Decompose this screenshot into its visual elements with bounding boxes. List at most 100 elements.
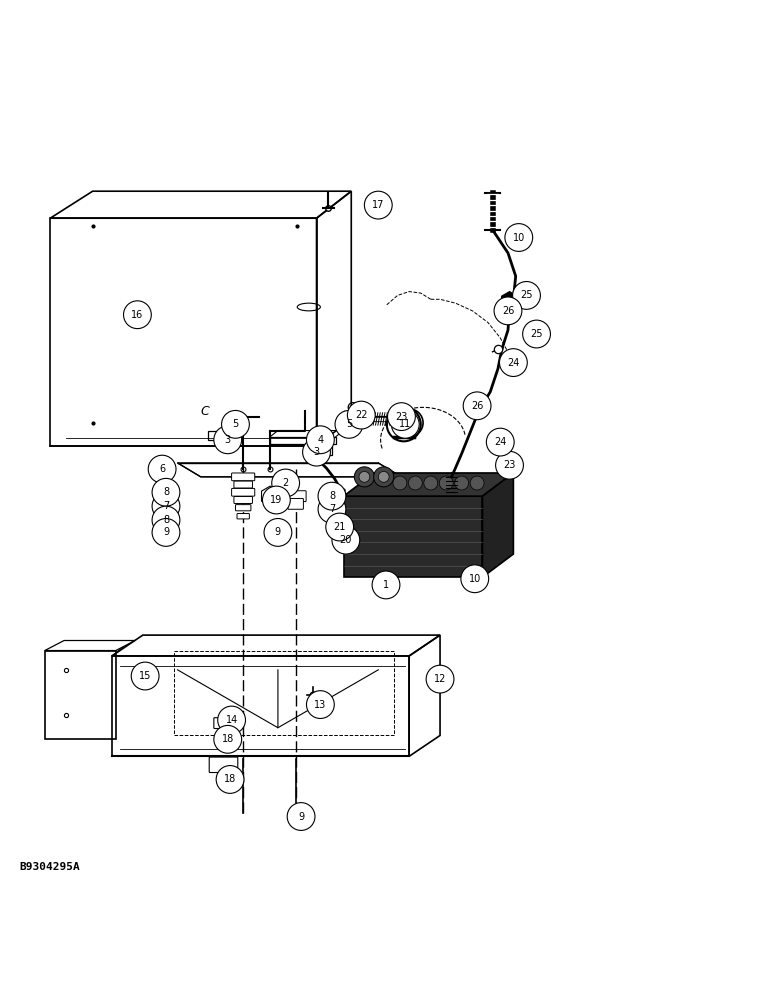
- Circle shape: [523, 320, 550, 348]
- Circle shape: [359, 471, 370, 482]
- Text: 26: 26: [471, 401, 483, 411]
- Circle shape: [403, 417, 415, 429]
- Circle shape: [372, 571, 400, 599]
- Text: 15: 15: [139, 671, 151, 681]
- Polygon shape: [344, 473, 513, 496]
- Text: 25: 25: [520, 290, 533, 300]
- Circle shape: [486, 428, 514, 456]
- Text: 16: 16: [131, 310, 144, 320]
- Text: 18: 18: [224, 774, 236, 784]
- Text: 9: 9: [275, 527, 281, 537]
- Text: 13: 13: [314, 700, 327, 710]
- Circle shape: [396, 417, 411, 432]
- Text: 14: 14: [225, 715, 238, 725]
- Circle shape: [218, 706, 245, 734]
- Text: B9304295A: B9304295A: [19, 862, 80, 872]
- FancyBboxPatch shape: [232, 488, 255, 496]
- Circle shape: [152, 492, 180, 520]
- Circle shape: [424, 476, 438, 490]
- Circle shape: [152, 478, 180, 506]
- Text: 19: 19: [270, 495, 283, 505]
- Circle shape: [332, 526, 360, 554]
- Circle shape: [388, 403, 415, 431]
- FancyBboxPatch shape: [232, 473, 255, 481]
- Text: 22: 22: [355, 410, 367, 420]
- Circle shape: [494, 297, 522, 325]
- Text: 25: 25: [530, 329, 543, 339]
- Text: C: C: [347, 401, 356, 414]
- FancyBboxPatch shape: [499, 456, 520, 471]
- Circle shape: [391, 410, 419, 438]
- Text: 6: 6: [159, 464, 165, 474]
- FancyBboxPatch shape: [234, 497, 252, 503]
- Text: 5: 5: [346, 419, 352, 429]
- Circle shape: [426, 665, 454, 693]
- Text: 2: 2: [283, 478, 289, 488]
- Text: 7: 7: [329, 504, 335, 514]
- Circle shape: [461, 565, 489, 593]
- Circle shape: [306, 426, 334, 454]
- Circle shape: [131, 662, 159, 690]
- Text: 9: 9: [163, 527, 169, 537]
- Text: 23: 23: [395, 412, 408, 422]
- Text: 5: 5: [232, 419, 239, 429]
- Text: C: C: [200, 405, 209, 418]
- Circle shape: [306, 691, 334, 718]
- Text: 8: 8: [329, 491, 335, 501]
- Circle shape: [124, 301, 151, 329]
- Text: 17: 17: [372, 200, 384, 210]
- Circle shape: [264, 519, 292, 546]
- Text: 18: 18: [222, 734, 234, 744]
- FancyBboxPatch shape: [209, 757, 238, 773]
- Text: 8: 8: [163, 515, 169, 525]
- Polygon shape: [344, 496, 482, 577]
- Circle shape: [496, 451, 523, 479]
- Text: 24: 24: [494, 437, 506, 447]
- Circle shape: [374, 467, 394, 487]
- Circle shape: [152, 519, 180, 546]
- FancyBboxPatch shape: [288, 498, 303, 509]
- FancyBboxPatch shape: [235, 505, 251, 511]
- Circle shape: [262, 486, 290, 514]
- Text: 11: 11: [399, 419, 411, 429]
- Text: 21: 21: [334, 522, 346, 532]
- Circle shape: [287, 803, 315, 830]
- Circle shape: [513, 282, 540, 309]
- Circle shape: [303, 438, 330, 466]
- Text: 3: 3: [225, 435, 231, 445]
- Circle shape: [347, 401, 375, 429]
- Polygon shape: [482, 473, 513, 577]
- Text: 10: 10: [469, 574, 481, 584]
- Circle shape: [505, 224, 533, 251]
- Text: 12: 12: [434, 674, 446, 684]
- Text: 7: 7: [163, 501, 169, 511]
- Circle shape: [499, 349, 527, 376]
- Circle shape: [364, 191, 392, 219]
- Circle shape: [214, 725, 242, 753]
- Text: 9: 9: [298, 812, 304, 822]
- Circle shape: [463, 392, 491, 420]
- Circle shape: [439, 476, 453, 490]
- Circle shape: [318, 495, 346, 523]
- Circle shape: [408, 476, 422, 490]
- Circle shape: [216, 766, 244, 793]
- Text: 24: 24: [507, 358, 520, 368]
- FancyBboxPatch shape: [237, 514, 249, 519]
- Text: 23: 23: [503, 460, 516, 470]
- Circle shape: [470, 476, 484, 490]
- FancyBboxPatch shape: [214, 718, 239, 729]
- Circle shape: [272, 469, 300, 497]
- Circle shape: [326, 513, 354, 541]
- Circle shape: [214, 426, 242, 454]
- Circle shape: [378, 471, 389, 482]
- Text: 20: 20: [340, 535, 352, 545]
- Circle shape: [455, 476, 469, 490]
- Text: 1: 1: [383, 580, 389, 590]
- Circle shape: [222, 410, 249, 438]
- Circle shape: [318, 482, 346, 510]
- Text: 4: 4: [317, 435, 323, 445]
- Circle shape: [152, 506, 180, 534]
- FancyBboxPatch shape: [234, 481, 252, 488]
- FancyBboxPatch shape: [285, 491, 306, 502]
- Circle shape: [148, 455, 176, 483]
